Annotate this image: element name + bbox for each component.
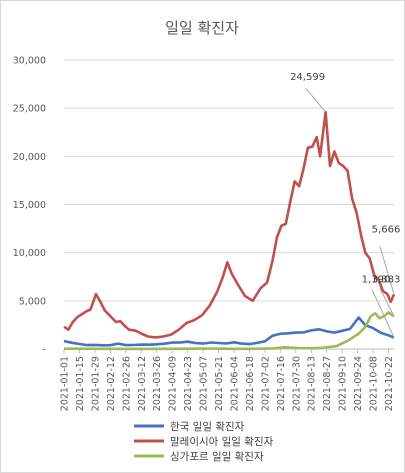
x-tick-label: 2021-10-08 xyxy=(369,356,380,411)
x-tick-label: 2021-01-01 xyxy=(60,356,71,411)
x-tick-label: 2021-02-12 xyxy=(106,356,117,411)
x-tick-label: 2021-07-02 xyxy=(260,356,271,411)
x-tick-label: 2021-10-22 xyxy=(384,356,395,411)
x-tick-label: 2021-06-18 xyxy=(245,356,256,411)
legend-label: 한국 일일 확진자 xyxy=(170,420,245,433)
data-label: 5,666 xyxy=(372,224,401,235)
x-tick-label: 2021-04-23 xyxy=(183,356,194,411)
y-tick-label: 10,000 xyxy=(13,248,46,259)
legend-label: 싱가포르 일일 확진자 xyxy=(170,450,264,463)
x-tick-label: 2021-02-26 xyxy=(121,356,132,411)
data-label: 3,383 xyxy=(372,274,401,285)
y-tick-label: 30,000 xyxy=(13,56,46,67)
chart-title: 일일 확진자 xyxy=(165,19,239,37)
annotation-leader xyxy=(371,289,395,338)
x-tick-label: 2021-07-30 xyxy=(291,356,302,411)
y-tick-label: 25,000 xyxy=(13,104,46,115)
x-tick-label: 2021-03-26 xyxy=(152,356,163,411)
data-label: 1,190 xyxy=(362,275,391,286)
gridlines xyxy=(64,59,394,350)
series-lines xyxy=(63,110,396,351)
x-tick-label: 2021-08-27 xyxy=(322,356,333,411)
x-axis: 2021-01-01 2021-01-15 2021-01-29 2021-02-12… xyxy=(60,349,395,411)
x-tick-label: 2021-07-16 xyxy=(276,356,287,411)
annotation-leader xyxy=(305,87,326,113)
x-tick-label: 2021-05-21 xyxy=(214,356,225,411)
y-tick-label: 20,000 xyxy=(13,152,46,163)
annotation-leader xyxy=(379,246,395,295)
x-tick-label: 2021-05-07 xyxy=(199,356,210,411)
legend-label: 말레이시아 일일 확진자 xyxy=(170,435,274,448)
series-line-2 xyxy=(63,311,395,351)
x-tick-label: 2021-06-04 xyxy=(229,356,240,411)
series-line-1 xyxy=(63,110,396,339)
x-tick-label: 2021-04-09 xyxy=(168,356,179,411)
y-tick-label: - xyxy=(43,345,46,356)
annotation-leader xyxy=(379,288,395,317)
y-tick-label: 5,000 xyxy=(19,296,46,307)
y-tick-label: 15,000 xyxy=(13,200,46,211)
x-tick-label: 2021-09-24 xyxy=(353,356,364,411)
data-label: 24,599 xyxy=(290,72,325,83)
x-tick-label: 2021-01-15 xyxy=(75,356,86,411)
x-tick-label: 2021-03-12 xyxy=(137,356,148,411)
series-line-0 xyxy=(63,316,395,347)
y-axis-ticks: - 5,000 10,000 15,000 20,000 25,000 30,000 xyxy=(13,56,46,356)
x-tick-label: 2021-01-29 xyxy=(90,356,101,411)
x-tick-label: 2021-09-10 xyxy=(338,356,349,411)
x-tick-label: 2021-08-13 xyxy=(307,356,318,411)
